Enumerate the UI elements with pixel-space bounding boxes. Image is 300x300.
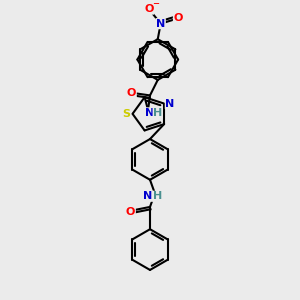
Text: N: N <box>156 19 165 29</box>
Text: O: O <box>173 13 183 23</box>
Text: O: O <box>127 88 136 98</box>
Text: O: O <box>126 207 135 217</box>
Text: N: N <box>143 191 153 201</box>
Text: O: O <box>144 4 154 14</box>
Text: H: H <box>153 191 162 201</box>
Text: H: H <box>153 108 162 118</box>
Text: N: N <box>165 99 175 109</box>
Text: N: N <box>146 108 154 118</box>
Text: −: − <box>152 0 159 8</box>
Text: S: S <box>123 109 131 119</box>
